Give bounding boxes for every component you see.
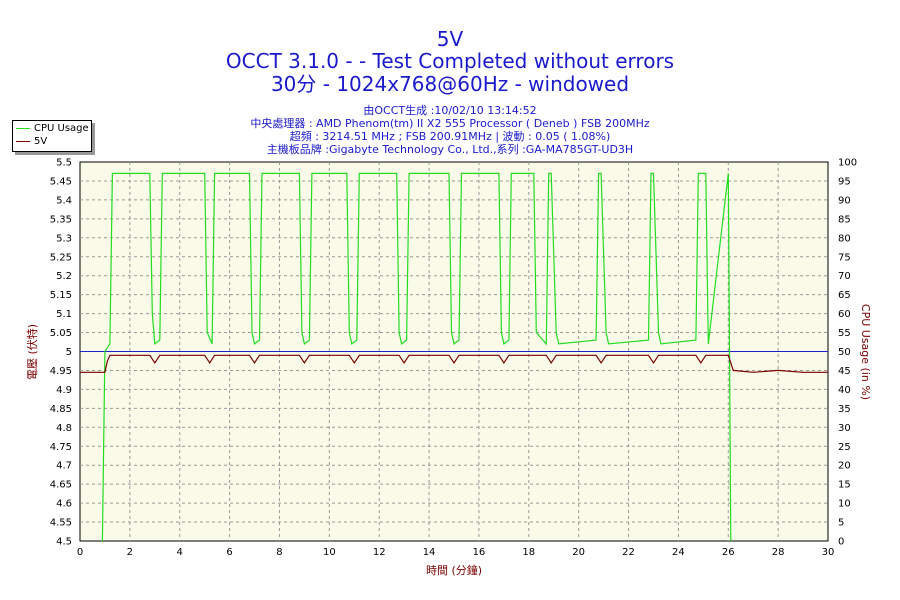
y-left-tick-label: 4.65 [50, 480, 72, 491]
x-tick-label: 16 [473, 547, 486, 558]
x-tick-label: 2 [127, 547, 133, 558]
y-left-tick-label: 5.3 [56, 233, 72, 244]
cpu-info-line: 中央處理器 : AMD Phenom(tm) II X2 555 Process… [250, 117, 650, 130]
legend-swatch-cpu [16, 127, 30, 129]
chart-test-info: 30分 - 1024x768@60Hz - windowed [270, 72, 630, 96]
y-left-tick-label: 5.2 [56, 271, 72, 282]
x-tick-label: 26 [722, 547, 735, 558]
y-right-tick-label: 95 [838, 176, 851, 187]
y-right-tick-label: 0 [838, 537, 844, 548]
y-left-tick-label: 4.75 [50, 442, 72, 453]
y-left-tick-label: 4.8 [56, 423, 72, 434]
series-line-5v [80, 354, 828, 373]
y-right-tick-label: 85 [838, 214, 851, 225]
y-left-tick-label: 4.95 [50, 366, 72, 377]
x-tick-label: 24 [672, 547, 685, 558]
grid-lines [80, 162, 828, 541]
x-tick-label: 6 [226, 547, 232, 558]
legend-item-5v: 5V [16, 136, 47, 148]
y-left-tick-label: 4.9 [56, 385, 72, 396]
x-tick-label: 30 [822, 547, 835, 558]
y-right-tick-label: 45 [838, 366, 851, 377]
y-left-tick-label: 4.7 [56, 461, 72, 472]
y-right-tick-label: 65 [838, 290, 851, 301]
y-axis-right-label: CPU Usage (in %) [859, 304, 872, 400]
chart-title: 5V [436, 27, 464, 51]
x-axis-label: 時間 (分鐘) [426, 563, 482, 577]
x-tick-label: 0 [77, 547, 83, 558]
y-left-tick-label: 5.5 [56, 158, 72, 169]
y-right-tick-label: 100 [838, 158, 857, 169]
x-tick-label: 22 [622, 547, 635, 558]
y-right-tick-label: 40 [838, 385, 851, 396]
x-tick-label: 8 [276, 547, 282, 558]
series-line-cpu-usage [101, 172, 732, 542]
x-axis: 0 2 4 6 8 10 12 14 16 18 20 22 24 26 28 30 [77, 547, 835, 558]
legend-swatch-5v [16, 140, 30, 142]
y-right-tick-label: 55 [838, 328, 851, 339]
y-left-tick-label: 5.45 [50, 176, 72, 187]
y-left-tick-label: 5.4 [56, 195, 72, 206]
y-right-tick-label: 10 [838, 499, 851, 510]
motherboard-info-line: 主機板品牌 :Gigabyte Technology Co., Ltd.,系列 … [266, 143, 634, 156]
x-tick-label: 20 [572, 547, 585, 558]
x-tick-label: 18 [522, 547, 535, 558]
x-tick-label: 10 [323, 547, 336, 558]
y-left-tick-label: 4.85 [50, 404, 72, 415]
clock-info-line: 超頻 : 3214.51 MHz ; FSB 200.91MHz | 波動 : … [289, 130, 611, 143]
y-left-tick-label: 5.35 [50, 214, 72, 225]
legend-label-cpu: CPU Usage [34, 123, 89, 134]
legend-item-cpu-usage: CPU Usage [16, 123, 89, 135]
y-right-tick-label: 20 [838, 461, 851, 472]
x-tick-label: 4 [177, 547, 183, 558]
y-right-tick-label: 60 [838, 309, 851, 320]
legend-label-5v: 5V [34, 136, 48, 147]
y-axis-right: 0 5 10 15 20 25 30 35 40 45 50 55 60 65 70 75 80 85 90 95 10… [838, 158, 857, 548]
y-right-tick-label: 5 [838, 518, 844, 529]
x-tick-label: 12 [373, 547, 386, 558]
y-right-tick-label: 25 [838, 442, 851, 453]
generated-by-line: 由OCCT生成 :10/02/10 13:14:52 [363, 104, 537, 117]
y-right-tick-label: 80 [838, 233, 851, 244]
y-left-tick-label: 4.6 [56, 499, 72, 510]
y-left-tick-label: 4.5 [56, 537, 72, 548]
y-left-tick-label: 5.05 [50, 328, 72, 339]
y-left-tick-label: 5 [66, 347, 72, 358]
y-left-tick-label: 5.25 [50, 252, 72, 263]
x-tick-label: 14 [423, 547, 436, 558]
y-right-tick-label: 90 [838, 195, 851, 206]
y-left-tick-label: 5.1 [56, 309, 72, 320]
y-right-tick-label: 35 [838, 404, 851, 415]
y-right-tick-label: 75 [838, 252, 851, 263]
y-right-tick-label: 15 [838, 480, 851, 491]
chart-subtitle: OCCT 3.1.0 - - Test Completed without er… [225, 49, 675, 73]
y-right-tick-label: 50 [838, 347, 851, 358]
y-axis-left: 4.5 4.55 4.6 4.65 4.7 4.75 4.8 4.85 4.9 4.95 5 5.05… [50, 158, 72, 548]
legend: CPU Usage 5V [12, 120, 92, 152]
y-axis-left-label: 電壓 (伏特) [25, 324, 39, 380]
y-right-tick-label: 30 [838, 423, 851, 434]
y-left-tick-label: 4.55 [50, 518, 72, 529]
y-left-tick-label: 5.15 [50, 290, 72, 301]
y-right-tick-label: 70 [838, 271, 851, 282]
x-tick-label: 28 [772, 547, 785, 558]
